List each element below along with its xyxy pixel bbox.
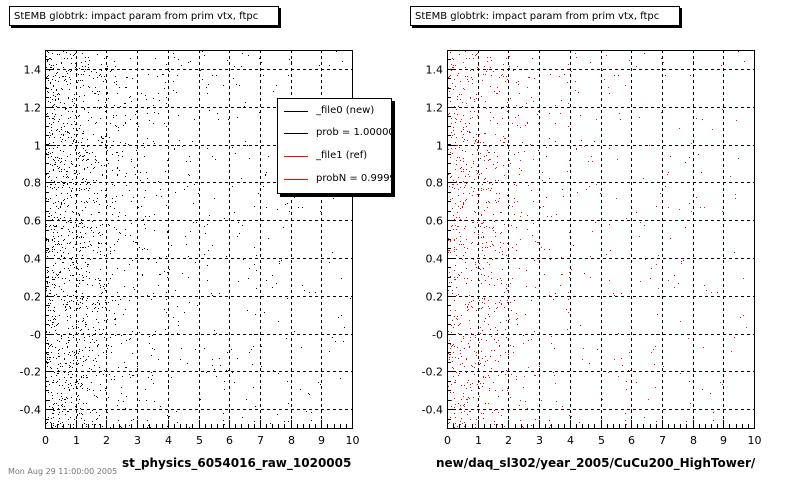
legend-line-probn bbox=[284, 179, 308, 180]
y-tick-label: 0.2 bbox=[24, 291, 42, 304]
x-tick-label: 3 bbox=[536, 434, 543, 447]
x-tick-label: 6 bbox=[628, 434, 635, 447]
x-tick-label: 1 bbox=[475, 434, 482, 447]
y-tick-label: -0.4 bbox=[20, 404, 41, 417]
x-axis: 0 1 2 3 4 5 6 7 8 9 10 bbox=[444, 420, 762, 447]
x-tick-label: 0 bbox=[444, 434, 451, 447]
legend-line-file1 bbox=[284, 156, 308, 157]
y-tick-label: 0.8 bbox=[426, 177, 444, 190]
legend-label-probn: probN = 0.999999 bbox=[316, 173, 391, 184]
scatter-markers bbox=[447, 50, 747, 429]
chart-title-right: StEMB globtrk: impact param from prim vt… bbox=[410, 6, 680, 26]
y-tick-label: 1 bbox=[34, 140, 41, 153]
x-tick-label: 2 bbox=[505, 434, 512, 447]
y-tick-label: -0 bbox=[30, 329, 41, 342]
y-tick-label: -0 bbox=[432, 329, 443, 342]
x-tick-label: 5 bbox=[598, 434, 605, 447]
legend-label-file0: _file0 (new) bbox=[316, 105, 375, 116]
y-tick-label: 1.2 bbox=[426, 102, 444, 115]
x-tick-label: 10 bbox=[748, 434, 762, 447]
legend-entry-prob: prob = 1.000000 bbox=[278, 123, 391, 143]
y-tick-label: -0.2 bbox=[20, 366, 41, 379]
y-tick-label: 1.2 bbox=[24, 102, 42, 115]
x-tick-label: 5 bbox=[196, 434, 203, 447]
x-tick-label: 6 bbox=[226, 434, 233, 447]
y-axis: -0.4 -0.2 -0 0.2 0.4 0.6 0.8 1 1.2 1.4 bbox=[20, 50, 53, 429]
legend-label-prob: prob = 1.000000 bbox=[316, 127, 391, 138]
y-tick-label: 0.2 bbox=[426, 291, 444, 304]
y-tick-label: -0.2 bbox=[422, 366, 443, 379]
y-axis: -0.4 -0.2 -0 0.2 0.4 0.6 0.8 1 1.2 1.4 bbox=[422, 50, 455, 429]
x-tick-label: 7 bbox=[257, 434, 264, 447]
x-tick-label: 9 bbox=[720, 434, 727, 447]
footer-timestamp: Mon Aug 29 11:00:00 2005 bbox=[8, 467, 118, 476]
x-tick-label: 8 bbox=[288, 434, 295, 447]
y-tick-label: -0.4 bbox=[422, 404, 443, 417]
y-tick-label: 1 bbox=[436, 140, 443, 153]
plot-frame bbox=[447, 50, 755, 429]
x-tick-label: 4 bbox=[567, 434, 574, 447]
grid bbox=[447, 50, 754, 428]
legend-line-prob bbox=[284, 133, 308, 134]
scatter-points bbox=[447, 50, 747, 429]
x-tick-label: 8 bbox=[690, 434, 697, 447]
chart-title-left: StEMB globtrk: impact param from prim vt… bbox=[9, 6, 279, 26]
legend: _file0 (new) prob = 1.000000 _file1 (ref… bbox=[277, 98, 392, 194]
x-tick-label: 9 bbox=[318, 434, 325, 447]
y-tick-label: 1.4 bbox=[24, 64, 42, 77]
legend-entry-file1: _file1 (ref) bbox=[278, 146, 391, 166]
x-axis-label-right: new/daq_sl302/year_2005/CuCu200_HighTowe… bbox=[436, 456, 756, 470]
legend-label-file1: _file1 (ref) bbox=[316, 150, 368, 161]
y-tick-label: 0.6 bbox=[426, 215, 444, 228]
y-tick-label: 1.4 bbox=[426, 64, 444, 77]
x-axis: 0 1 2 3 4 5 6 7 8 9 10 bbox=[42, 420, 360, 447]
y-tick-label: 0.4 bbox=[24, 253, 42, 266]
y-tick-label: 0.4 bbox=[426, 253, 444, 266]
x-tick-label: 0 bbox=[42, 434, 49, 447]
x-axis-label-left: st_physics_6054016_raw_1020005 bbox=[122, 456, 352, 470]
y-tick-label: 0.8 bbox=[24, 177, 42, 190]
legend-entry-file0: _file0 (new) bbox=[278, 101, 391, 121]
x-tick-label: 1 bbox=[73, 434, 80, 447]
legend-line-file0 bbox=[284, 111, 308, 112]
x-tick-label: 10 bbox=[346, 434, 360, 447]
x-tick-label: 2 bbox=[103, 434, 110, 447]
x-tick-label: 3 bbox=[134, 434, 141, 447]
legend-entry-probn: probN = 0.999999 bbox=[278, 169, 391, 189]
x-tick-label: 4 bbox=[165, 434, 172, 447]
y-tick-label: 0.6 bbox=[24, 215, 42, 228]
plot-right: 0 1 2 3 4 5 6 7 8 9 10 -0.4 -0.2 -0 0.2 0.4 0.6 0.8 1 1.2 1.… bbox=[422, 50, 762, 447]
x-tick-label: 7 bbox=[659, 434, 666, 447]
